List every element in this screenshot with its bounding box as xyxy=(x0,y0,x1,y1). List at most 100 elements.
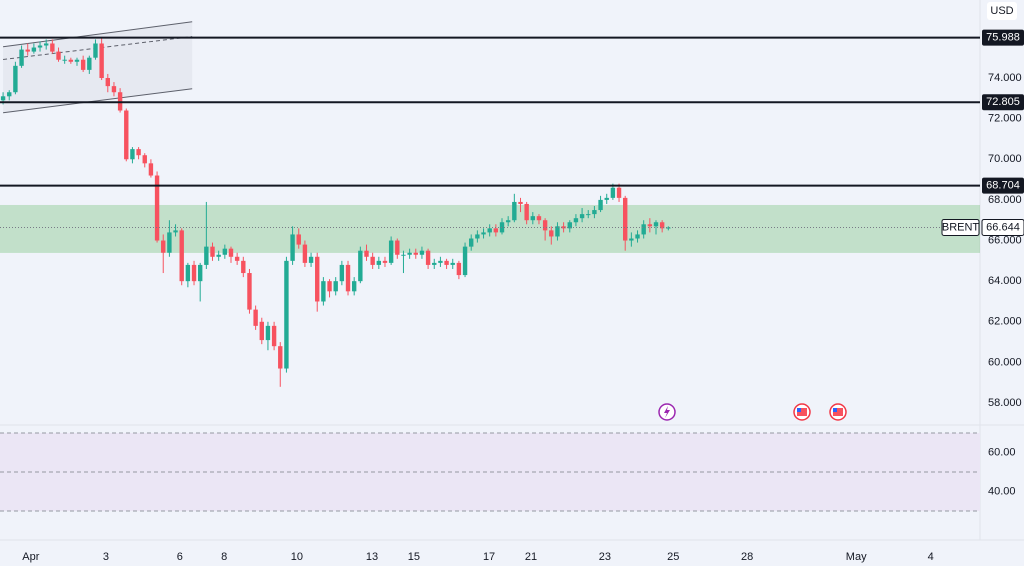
candle-body xyxy=(623,197,628,241)
candle-body xyxy=(598,199,603,211)
y-tick-label: 60.000 xyxy=(988,356,1022,368)
x-tick-label: 13 xyxy=(366,551,378,563)
candle-body xyxy=(395,240,400,255)
candle-body xyxy=(278,346,283,369)
candle-body xyxy=(216,254,221,257)
candle-body xyxy=(604,197,609,200)
candle-body xyxy=(290,234,295,261)
candle-body xyxy=(635,234,640,239)
y-tick-label: 58.000 xyxy=(988,397,1022,409)
candle-body xyxy=(567,222,572,229)
y-tick-label: 62.000 xyxy=(988,316,1022,328)
currency: USD xyxy=(990,5,1013,17)
candle-body xyxy=(518,201,523,204)
candle-body xyxy=(234,256,240,261)
candle-body xyxy=(549,230,554,237)
candle-body xyxy=(524,203,529,221)
candle-body xyxy=(462,246,468,276)
level-box xyxy=(982,94,1024,111)
candle-body xyxy=(542,220,548,231)
candle-body xyxy=(321,281,326,302)
candle-body xyxy=(148,163,154,176)
candle-body xyxy=(19,49,24,66)
candle-body xyxy=(351,281,357,292)
candle-body xyxy=(62,59,67,61)
candle-body xyxy=(487,228,492,233)
candle-body xyxy=(228,248,234,257)
candle-body xyxy=(333,281,338,292)
candle-body xyxy=(376,260,382,265)
channel-line xyxy=(3,36,193,61)
candle-body xyxy=(469,238,474,247)
candle-body xyxy=(493,228,499,233)
candle-body xyxy=(31,47,37,52)
candle-body xyxy=(13,65,18,93)
candle-body xyxy=(327,281,332,292)
candle-body xyxy=(87,57,92,70)
x-tick-label: Apr xyxy=(22,551,39,563)
candle-body xyxy=(438,260,443,263)
candle-body xyxy=(456,262,462,276)
flag xyxy=(833,408,843,416)
candle-body xyxy=(0,96,6,101)
flag-canton xyxy=(797,408,801,412)
x-tick-label: 10 xyxy=(291,551,303,563)
candle-body xyxy=(191,264,197,282)
candle-body xyxy=(561,226,566,229)
channel-line xyxy=(3,88,193,114)
candle-body xyxy=(413,252,418,255)
x-tick-label: 25 xyxy=(667,551,679,563)
flag xyxy=(797,408,807,416)
candle-body xyxy=(586,214,591,216)
x-tick-label: 4 xyxy=(928,551,934,563)
candle-body xyxy=(43,43,49,46)
last-price-label: 66.644 xyxy=(986,221,1020,233)
level-box xyxy=(982,177,1024,194)
candle-body xyxy=(105,78,110,87)
candle-body xyxy=(99,43,104,79)
candle-body xyxy=(579,214,585,219)
candle-body xyxy=(93,43,98,58)
y-tick-label: 68.000 xyxy=(988,194,1022,206)
y-tick-label: 74.000 xyxy=(988,72,1022,84)
candle-body xyxy=(130,149,135,160)
candle-body xyxy=(592,210,597,215)
level-label: 75.988 xyxy=(986,32,1020,44)
candle-body xyxy=(425,250,431,265)
candle-body xyxy=(185,264,191,282)
y-tick-label: 40.00 xyxy=(988,485,1016,497)
x-tick-label: 3 xyxy=(103,551,109,563)
x-tick-label: 28 xyxy=(741,551,753,563)
candle-body xyxy=(167,232,172,253)
x-tick-label: May xyxy=(846,551,867,563)
candle-body xyxy=(505,220,511,223)
candle-body xyxy=(345,264,351,292)
candle-body xyxy=(401,254,406,256)
level-box xyxy=(982,29,1024,46)
candle-body xyxy=(370,256,375,265)
symbol-label: BRENT xyxy=(942,221,980,233)
candle-body xyxy=(241,260,246,274)
candle-body xyxy=(37,45,43,48)
candle-body xyxy=(432,262,437,265)
candle-body xyxy=(161,240,166,253)
candle-body xyxy=(616,187,622,198)
candle-body xyxy=(610,187,616,198)
candle-body xyxy=(512,201,517,221)
candle-body xyxy=(179,230,184,282)
candle-body xyxy=(68,59,74,62)
candle-body xyxy=(7,92,12,97)
candle-body xyxy=(50,43,55,52)
candle-body xyxy=(358,250,363,282)
candle-body xyxy=(25,49,30,52)
y-tick-label: 64.000 xyxy=(988,275,1022,287)
channel-line xyxy=(3,21,193,48)
symbol-box xyxy=(941,218,980,236)
flag-canton xyxy=(833,408,837,412)
y-tick-label: 70.000 xyxy=(988,153,1022,165)
candle-body xyxy=(302,244,308,263)
candle-body xyxy=(481,232,486,235)
